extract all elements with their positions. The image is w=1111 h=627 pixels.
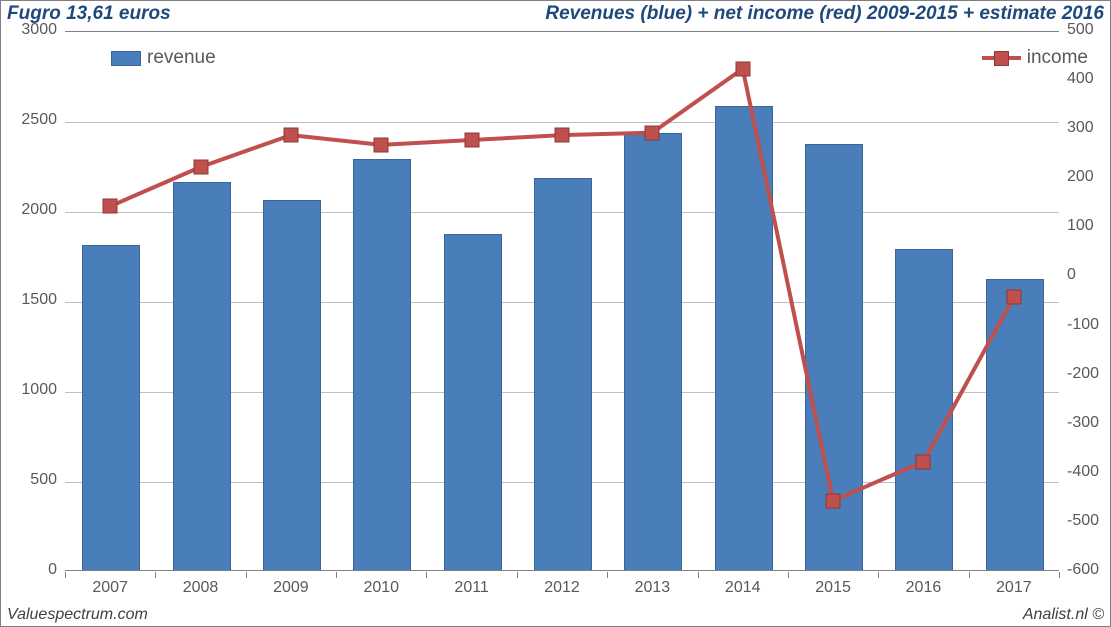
x-tick — [698, 572, 699, 578]
x-tick-label: 2015 — [815, 579, 851, 597]
y-left-tick-label: 1000 — [1, 381, 57, 399]
y-right-tick-label: 100 — [1067, 217, 1094, 235]
x-tick — [607, 572, 608, 578]
income-marker — [193, 160, 208, 175]
legend-revenue-swatch — [111, 51, 141, 66]
y-right-tick-label: -400 — [1067, 463, 1099, 481]
legend-income-label: income — [1027, 47, 1088, 69]
x-tick — [878, 572, 879, 578]
income-marker — [1006, 290, 1021, 305]
income-marker — [103, 199, 118, 214]
y-right-tick-label: 200 — [1067, 168, 1094, 186]
y-left-tick-label: 2500 — [1, 111, 57, 129]
x-tick — [788, 572, 789, 578]
title-right: Revenues (blue) + net income (red) 2009-… — [545, 3, 1104, 25]
y-left-tick-label: 1500 — [1, 291, 57, 309]
plot-area — [65, 31, 1059, 571]
y-right-tick-label: -100 — [1067, 316, 1099, 334]
x-tick-label: 2007 — [92, 579, 128, 597]
chart-container: Fugro 13,61 euros Revenues (blue) + net … — [0, 0, 1111, 627]
x-tick — [336, 572, 337, 578]
y-right-tick-label: 400 — [1067, 70, 1094, 88]
income-marker — [735, 61, 750, 76]
income-marker — [916, 454, 931, 469]
x-tick-label: 2014 — [725, 579, 761, 597]
x-tick — [246, 572, 247, 578]
x-tick — [155, 572, 156, 578]
legend-revenue: revenue — [111, 47, 216, 69]
income-marker — [826, 493, 841, 508]
y-left-tick-label: 2000 — [1, 201, 57, 219]
y-right-tick-label: 500 — [1067, 21, 1094, 39]
x-tick-label: 2013 — [635, 579, 671, 597]
income-marker — [464, 133, 479, 148]
x-tick-label: 2010 — [363, 579, 399, 597]
income-marker — [555, 128, 570, 143]
income-line — [65, 32, 1059, 572]
footer-right: Analist.nl © — [1023, 606, 1104, 624]
x-tick — [969, 572, 970, 578]
x-tick — [426, 572, 427, 578]
income-marker — [645, 125, 660, 140]
x-tick-label: 2008 — [183, 579, 219, 597]
x-tick-label: 2012 — [544, 579, 580, 597]
y-right-tick-label: 300 — [1067, 119, 1094, 137]
y-right-tick-label: -500 — [1067, 512, 1099, 530]
y-right-tick-label: -600 — [1067, 561, 1099, 579]
x-tick-label: 2011 — [454, 579, 488, 597]
y-right-tick-label: -300 — [1067, 414, 1099, 432]
footer-left: Valuespectrum.com — [7, 606, 148, 624]
x-tick — [517, 572, 518, 578]
x-tick-label: 2017 — [996, 579, 1032, 597]
legend-revenue-label: revenue — [147, 47, 216, 69]
x-tick — [1059, 572, 1060, 578]
y-right-tick-label: -200 — [1067, 365, 1099, 383]
x-tick-label: 2016 — [906, 579, 942, 597]
income-marker — [374, 137, 389, 152]
y-left-tick-label: 500 — [1, 471, 57, 489]
income-marker — [283, 128, 298, 143]
x-tick-label: 2009 — [273, 579, 309, 597]
y-right-tick-label: 0 — [1067, 266, 1076, 284]
legend-income: income — [982, 47, 1088, 69]
y-left-tick-label: 0 — [1, 561, 57, 579]
x-tick — [65, 572, 66, 578]
y-left-tick-label: 3000 — [1, 21, 57, 39]
legend-income-swatch — [982, 51, 1021, 66]
